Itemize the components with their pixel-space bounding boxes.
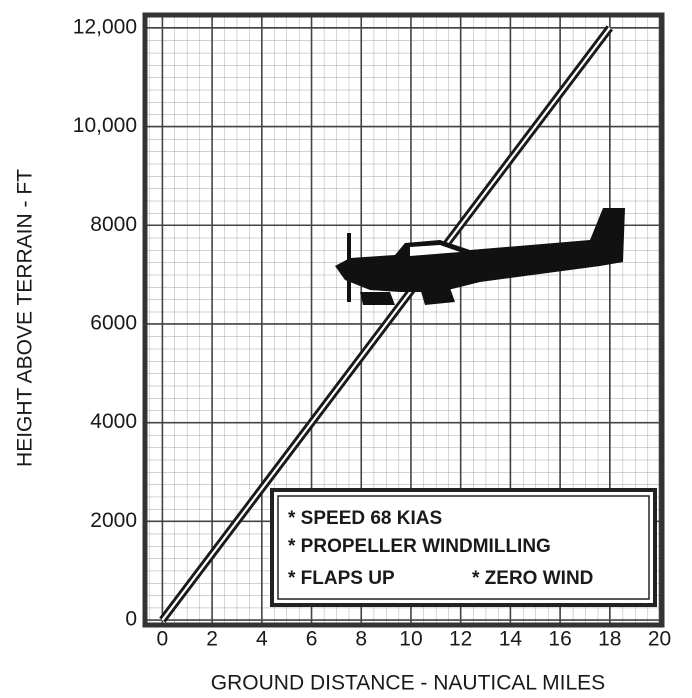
airplane-silhouette [335,208,625,305]
annotation: * SPEED 68 KIAS [288,508,442,529]
y-tick-label: 2000 [90,509,137,532]
legend-inner-frame [277,495,650,600]
marks [159,25,613,623]
y-tick-label: 0 [125,608,137,631]
y-tick-label: 6000 [90,311,137,334]
x-tick-label: 8 [355,628,367,651]
x-tick-label: 20 [648,628,671,651]
x-tick-label: 0 [157,628,169,651]
annotation: * FLAPS UP [288,568,395,589]
y-axis-title: HEIGHT ABOVE TERRAIN - FT [14,169,37,467]
annotation: * ZERO WIND [472,568,593,589]
glide-line-inner [161,27,611,621]
legend-box [270,488,657,607]
x-tick-label: 10 [399,628,422,651]
y-tick-label: 4000 [90,410,137,433]
x-tick-label: 16 [548,628,571,651]
y-tick-label: 12,000 [73,15,137,38]
y-tick-label: 10,000 [73,114,137,137]
x-tick-label: 2 [206,628,218,651]
y-tick-label: 8000 [90,213,137,236]
x-tick-label: 14 [499,628,523,651]
x-tick-label: 12 [449,628,472,651]
x-tick-label: 4 [256,628,268,651]
annotation: * PROPELLER WINDMILLING [288,536,551,557]
x-axis-title: GROUND DISTANCE - NAUTICAL MILES [211,672,605,695]
plot-frame [142,12,665,628]
x-tick-label: 6 [306,628,318,651]
airplane-window [410,245,460,256]
x-tick-label: 18 [598,628,621,651]
